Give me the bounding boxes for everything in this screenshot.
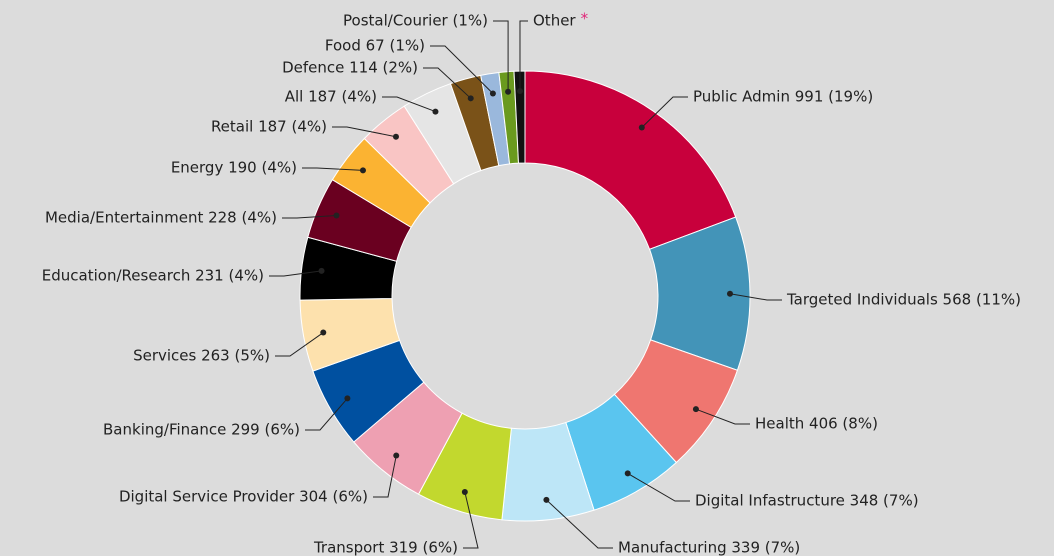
leader-line [493,20,509,92]
leader-dot [320,329,327,336]
leader-dot [392,133,399,140]
leader-line [382,96,436,113]
slice-label: Defence 114 (2%) [282,59,418,77]
leader-dot [359,167,366,174]
slice-label: Other [533,12,576,30]
slice-label: Targeted Individuals 568 (11%) [786,291,1021,309]
leader-dot [318,267,325,274]
leader-dot [467,95,474,102]
leader-line [305,398,348,431]
slice-label: Public Admin 991 (19%) [693,88,873,106]
leader-line [302,167,364,171]
leader-line [627,472,690,502]
leader-line [463,491,479,549]
leader-dot [624,470,631,477]
leader-line [282,214,337,219]
leader-dot [344,395,351,402]
leader-dot [333,212,340,219]
slice [513,70,526,164]
slice-label: Banking/Finance 299 (6%) [103,421,300,439]
slice-label: Energy 190 (4%) [171,159,297,177]
slice-label: Digital Infastructure 348 (7%) [695,492,919,510]
leader-line [729,293,782,301]
leader-dot [726,290,733,297]
slice-label: Education/Research 231 (4%) [42,267,264,285]
leader-dot [393,452,400,459]
leader-dot [461,488,468,495]
leader-line [430,45,494,94]
slice-label: Postal/Courier (1%) [343,12,488,30]
slice-label: Transport 319 (6%) [313,539,458,556]
leader-line [641,96,688,128]
leader-dot [692,406,699,413]
leader-dot [489,90,496,97]
leader-dot [432,108,439,115]
leader-line [332,126,397,138]
slice-label: Health 406 (8%) [755,415,878,433]
slice-label: Digital Service Provider 304 (6%) [119,488,368,506]
leader-dot [543,496,550,503]
slice-label: Retail 187 (4%) [211,118,327,136]
leader-line [519,20,528,92]
annotation: * [581,10,589,28]
leader-dot [505,88,512,95]
slice [524,70,737,250]
leader-line [695,408,750,425]
slice-label: All 187 (4%) [285,88,377,106]
leader-dot [638,124,645,131]
leader-line [269,270,322,277]
leader-line [546,499,613,549]
leader-dot [516,88,523,95]
slice-label: Food 67 (1%) [325,37,425,55]
leader-line [423,67,472,99]
leader-line [373,455,397,498]
slice-label: Manufacturing 339 (7%) [618,539,800,556]
leader-line [275,332,324,357]
slice-label: Media/Entertainment 228 (4%) [45,209,277,227]
slice-label: Services 263 (5%) [133,347,270,365]
